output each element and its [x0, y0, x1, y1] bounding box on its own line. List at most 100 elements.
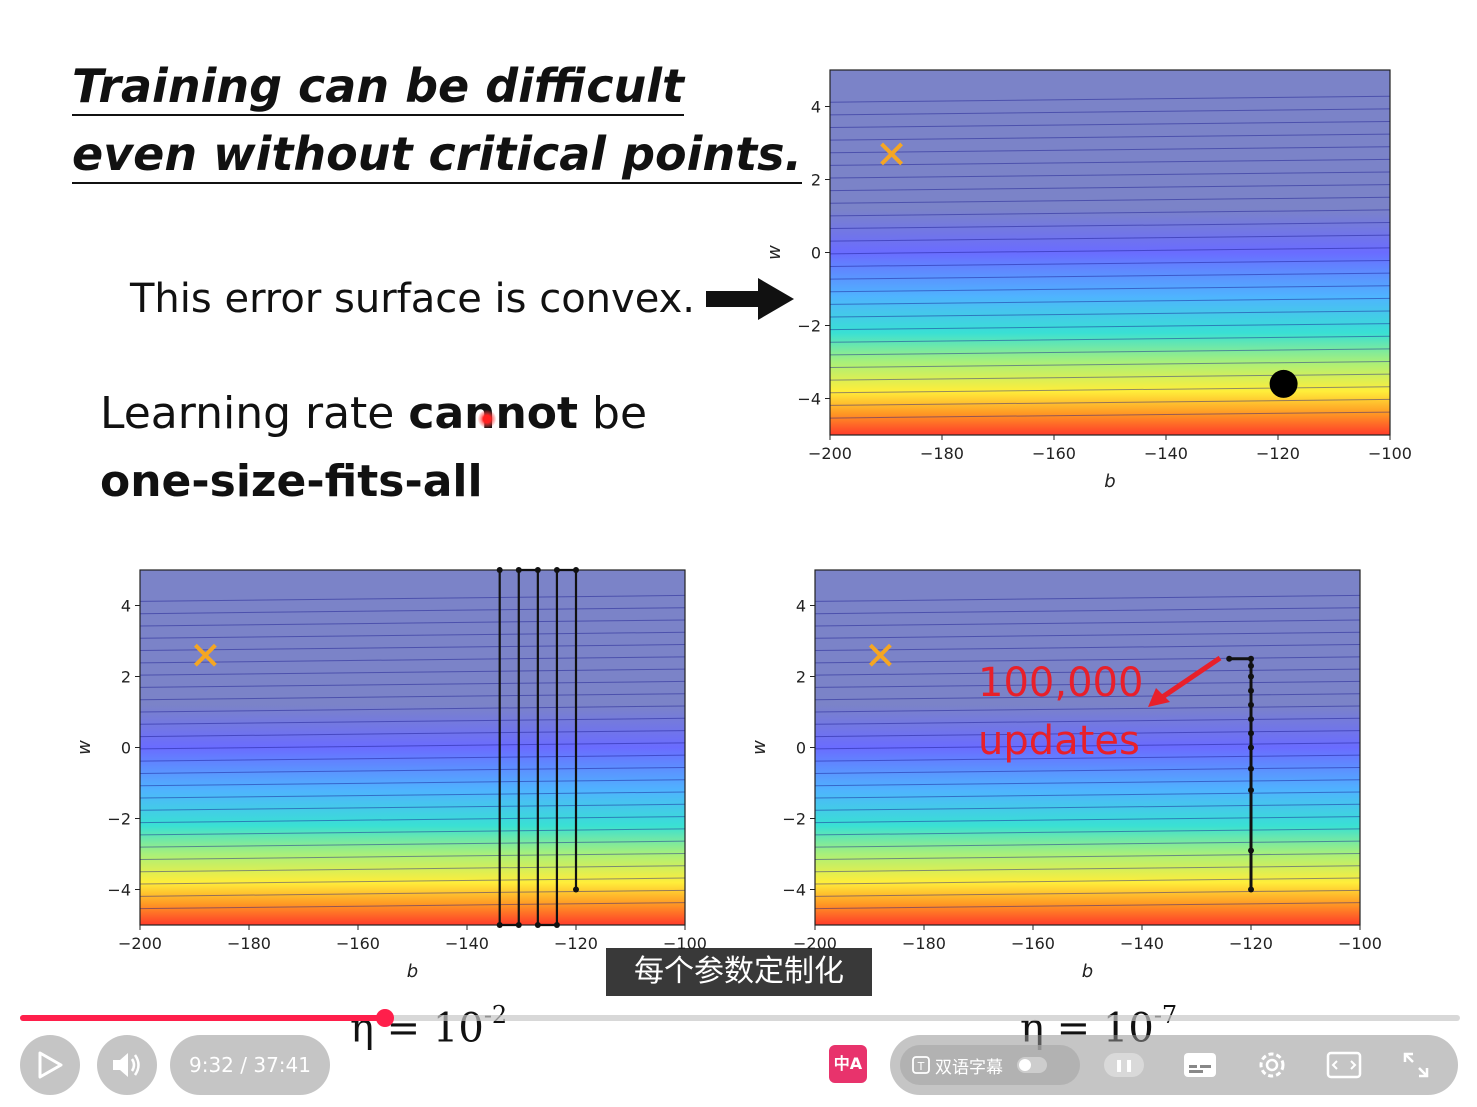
y-tick-label: −2	[782, 810, 806, 829]
x-tick-label: −120	[1229, 934, 1273, 953]
settings-button[interactable]	[1252, 1045, 1292, 1085]
contour-line	[139, 766, 686, 774]
x-axis-label: b	[407, 961, 418, 982]
subtitles-icon	[1184, 1053, 1216, 1077]
contour-line	[139, 705, 686, 713]
x-tick-label: −160	[336, 934, 380, 953]
volume-button[interactable]	[97, 1035, 157, 1095]
fullscreen-button[interactable]	[1396, 1045, 1436, 1085]
y-tick-label: 4	[796, 597, 806, 616]
time-display: 9:32 / 37:41	[170, 1035, 330, 1095]
contour-line	[139, 594, 686, 602]
contour-line	[829, 158, 1391, 166]
y-tick-label: 2	[811, 171, 821, 190]
progress-handle[interactable]	[376, 1009, 395, 1027]
laser-pointer	[478, 410, 496, 428]
bilingual-subtitle-toggle[interactable]: T 双语字幕	[900, 1045, 1080, 1085]
contour-line	[829, 373, 1391, 381]
path-point	[573, 886, 579, 893]
y-tick-label: −4	[107, 881, 131, 900]
updates-annotation: 100,000 updates	[978, 654, 1143, 770]
y-tick-label: 2	[796, 668, 806, 687]
contour-line	[814, 889, 1361, 897]
contour-line	[139, 730, 686, 738]
contour-line	[139, 631, 686, 639]
x-axis-label: b	[1082, 961, 1093, 982]
x-axis-label: b	[1104, 471, 1115, 492]
y-axis-label: w	[749, 740, 770, 755]
contour-line	[139, 717, 686, 725]
contour-line	[139, 607, 686, 615]
contour-line	[814, 754, 1361, 762]
path-point	[553, 922, 560, 928]
updates-count: 100,000	[978, 660, 1144, 706]
progress-bar[interactable]	[20, 1009, 1460, 1027]
contour-line	[814, 644, 1361, 652]
play-button[interactable]	[20, 1035, 80, 1095]
path-point	[1248, 730, 1254, 737]
y-tick-label: −2	[797, 317, 821, 336]
contour-line	[814, 631, 1361, 639]
x-tick-label: −200	[808, 444, 852, 463]
contour-line	[829, 120, 1391, 128]
contour-line	[814, 717, 1361, 725]
contour-line	[829, 386, 1391, 394]
x-tick-label: −180	[227, 934, 271, 953]
contour-line	[139, 680, 686, 688]
y-tick-label: 0	[121, 739, 131, 758]
contour-line	[139, 840, 686, 848]
learning-rate-statement-line2: one-size-fits-all	[100, 456, 483, 507]
pause-icon: ❚❚	[1104, 1053, 1144, 1077]
y-tick-label: −2	[107, 810, 131, 829]
y-tick-label: 4	[121, 597, 131, 616]
contour-line	[139, 816, 686, 824]
contour-line	[814, 619, 1361, 627]
x-tick-label: −140	[1120, 934, 1164, 953]
contour-line	[139, 803, 686, 811]
path-point	[1248, 787, 1254, 794]
contour-line	[814, 828, 1361, 836]
x-tick-label: −100	[1338, 934, 1382, 953]
eta-left-base: η = 10	[350, 1005, 484, 1052]
web-fullscreen-icon	[1326, 1051, 1362, 1079]
contour-plot-top: −200 −180 −160 −140 −120 −100 −4 −2 0 2 4 b w	[764, 69, 1412, 492]
contour-line	[829, 361, 1391, 369]
subtitle-button[interactable]	[1180, 1045, 1220, 1085]
path-point	[515, 567, 522, 573]
x-tick-label: −120	[1256, 444, 1300, 463]
y-tick-label: −4	[782, 881, 806, 900]
contour-line	[139, 619, 686, 627]
toggle-switch[interactable]	[1017, 1057, 1047, 1073]
translate-icon[interactable]: 中A	[829, 1045, 867, 1083]
gradient-descent-path	[498, 568, 578, 927]
contour-line	[139, 902, 686, 910]
slide-title-line1: Training can be difficult	[72, 58, 685, 116]
contour-line	[814, 594, 1361, 602]
path-point	[1248, 655, 1254, 662]
contour-line	[139, 828, 686, 836]
play-icon	[38, 1051, 63, 1079]
path-point	[1226, 655, 1233, 662]
subtitle-caption: 每个参数定制化	[606, 948, 872, 996]
text-icon: T	[912, 1056, 930, 1074]
path-point	[1248, 765, 1254, 772]
contour-line	[829, 398, 1391, 406]
path-point	[496, 922, 503, 928]
contour-line	[829, 133, 1391, 141]
contour-surface	[140, 570, 685, 925]
contour-line	[814, 656, 1361, 664]
web-fullscreen-button[interactable]	[1324, 1045, 1364, 1085]
path-point	[534, 922, 541, 928]
y-tick-label: −4	[797, 390, 821, 409]
x-tick-label: −140	[1144, 444, 1188, 463]
x-tick-label: −160	[1032, 444, 1076, 463]
bilingual-label: 双语字幕	[935, 1057, 1003, 1078]
updates-label: updates	[978, 718, 1140, 764]
contour-line	[139, 742, 686, 750]
pause-danmaku-button[interactable]: ❚❚	[1104, 1045, 1144, 1085]
contour-line	[814, 705, 1361, 713]
fullscreen-icon	[1403, 1052, 1429, 1078]
contour-surface	[815, 570, 1360, 925]
contour-line	[829, 272, 1391, 280]
